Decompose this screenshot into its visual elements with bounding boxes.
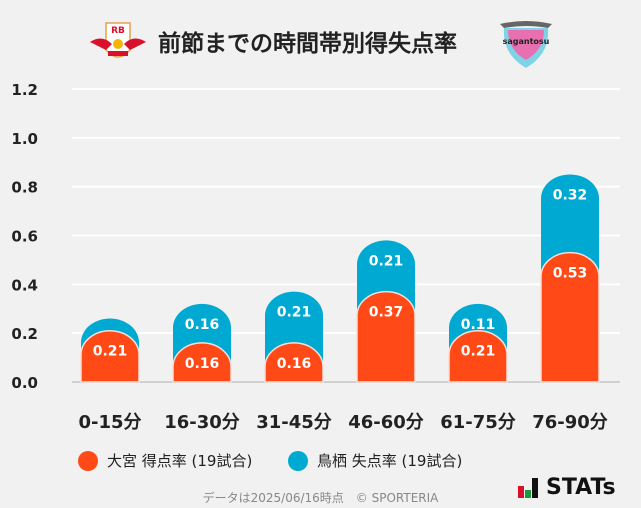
y-tick-label: 0.2 (11, 325, 38, 343)
y-tick-label: 0.6 (11, 228, 38, 246)
footer-note: データは2025/06/16時点 © SPORTERIA (202, 491, 439, 505)
x-tick-label: 16-30分 (164, 412, 240, 433)
x-tick-label: 61-75分 (440, 412, 516, 433)
legend-item-tosu: 鳥栖 失点率 (19試合) (288, 450, 462, 471)
y-tick-label: 0.4 (11, 276, 38, 294)
data-label-omiya: 0.21 (461, 344, 496, 360)
bar-omiya-segment (540, 251, 600, 383)
legend-label-tosu: 鳥栖 失点率 (19試合) (317, 452, 463, 470)
data-label-omiya: 0.16 (185, 356, 220, 372)
home-logo-text: RB (111, 26, 125, 36)
x-tick-label: 0-15分 (78, 412, 141, 433)
x-tick-label: 46-60分 (348, 412, 424, 433)
bar-omiya-segment (80, 330, 140, 383)
data-label-omiya: 0.16 (277, 356, 312, 372)
bar-omiya-segment (448, 330, 508, 383)
chart-title: 前節までの時間帯別得失点率 (158, 31, 457, 57)
home-team-logo: RB (90, 22, 146, 58)
y-tick-label: 0.0 (11, 374, 38, 392)
bar-omiya-segment (356, 290, 416, 383)
stats-brand-text: STATs (546, 475, 616, 500)
data-label-tosu: 0.11 (461, 317, 496, 333)
bar-omiya-segment (172, 342, 232, 383)
data-label-tosu: 0.16 (185, 317, 220, 333)
bar-omiya-segment (264, 342, 324, 383)
legend-item-omiya: 大宮 得点率 (19試合) (78, 450, 252, 471)
data-label-tosu: 0.21 (369, 253, 404, 269)
stats-brand: STATs (518, 475, 616, 500)
legend-swatch-omiya (78, 450, 98, 471)
stats-logo-icon (518, 477, 538, 498)
data-label-tosu: 0.21 (277, 305, 312, 321)
x-tick-label: 76-90分 (532, 412, 608, 433)
legend-swatch-tosu (288, 450, 308, 471)
y-tick-label: 1.0 (11, 130, 38, 148)
x-tick-label: 31-45分 (256, 412, 332, 433)
away-logo-text: sagantosu (503, 37, 550, 46)
away-team-logo: sagantosu (500, 21, 552, 68)
y-tick-label: 1.2 (11, 81, 38, 99)
data-label-omiya: 0.21 (93, 344, 128, 360)
stacked-bar-chart: 0.0 0.2 0.4 0.6 0.8 1.0 1.2 0.21 0-15分 0.16 0.16 16… (11, 81, 620, 433)
data-label-tosu: 0.32 (553, 187, 588, 203)
y-tick-label: 0.8 (11, 179, 38, 197)
data-label-omiya: 0.53 (553, 266, 588, 282)
legend-label-omiya: 大宮 得点率 (19試合) (107, 452, 253, 470)
data-label-omiya: 0.37 (369, 305, 404, 321)
